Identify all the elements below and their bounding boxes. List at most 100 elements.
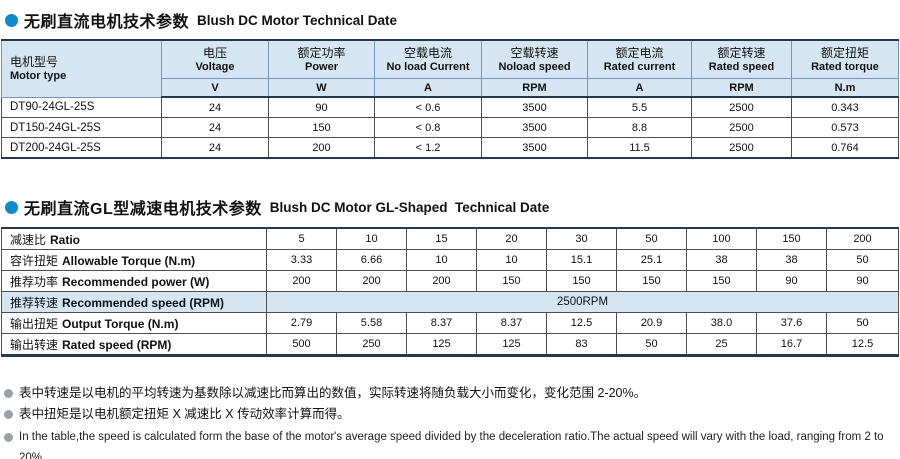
- table2-cell: 8.37: [476, 312, 547, 334]
- gear-motor-table: 减速比 Ratio 5 10 15 20 30 50 100 150 200 容许…: [1, 227, 899, 357]
- table2-cell: 38: [756, 249, 827, 271]
- table2-cell: 8.37: [406, 312, 477, 334]
- table2-cell: 250: [336, 333, 407, 356]
- section1-title: 无刷直流电机技术参数 Blush DC Motor Technical Date: [5, 8, 900, 32]
- row-label-zh: 容许扭矩: [10, 253, 59, 268]
- table2-row-ratio: 减速比 Ratio 5 10 15 20 30 50 100 150 200: [1, 227, 899, 250]
- table1-units-row: V W A RPM A RPM N.m: [2, 78, 899, 98]
- table2-cell: 6.66: [336, 249, 407, 271]
- table2-cell: 83: [546, 333, 617, 356]
- row-label-en: Recommended speed (RPM): [62, 295, 225, 310]
- header-zh-label: 电压: [202, 45, 227, 60]
- table2-cell: 150: [756, 227, 827, 250]
- table2-cell: 20: [476, 227, 547, 250]
- table1-cell: 24: [161, 117, 269, 138]
- table1-cell: 2500: [691, 117, 792, 138]
- row-label-zh: 推荐功率: [10, 274, 59, 289]
- table2-cell: 38: [686, 249, 757, 271]
- header-zh-label: 额定功率: [297, 45, 346, 60]
- table1-cell: 24: [161, 96, 269, 118]
- table1-cell: 150: [268, 117, 375, 138]
- note-bullet-icon: [4, 410, 13, 419]
- header-en-label: Voltage: [195, 60, 235, 73]
- header-cell-power: 额定功率 Power: [268, 39, 375, 79]
- row-label-cell: 输出转速 Rated speed (RPM): [1, 333, 267, 356]
- table2-cell: 125: [406, 333, 477, 356]
- row-label-en: Rated speed (RPM): [62, 337, 172, 352]
- table2-cell: 10: [406, 249, 477, 271]
- footnote: 表中扭矩是以电机额定扭矩 X 减速比 X 传动效率计算而得。: [4, 404, 900, 425]
- table2-cell: 25.1: [616, 249, 687, 271]
- bullet-icon: [5, 200, 18, 214]
- section2-title-en: Blush DC Motor GL-Shaped Technical Date: [269, 199, 550, 215]
- table2-cell: 10: [476, 249, 547, 271]
- section1-title-en: Blush DC Motor Technical Date: [197, 12, 398, 28]
- header-en-label: Rated speed: [708, 60, 775, 73]
- header-zh-label: 空载转速: [510, 45, 559, 60]
- footnote-text: 表中扭矩是以电机额定扭矩 X 减速比 X 传动效率计算而得。: [19, 407, 350, 421]
- header-en-label: Motor type: [10, 69, 67, 82]
- footnote: 表中转速是以电机的平均转速为基数除以减速比而算出的数值，实际转速将随负载大小而变…: [4, 383, 900, 404]
- note-bullet-icon: [4, 389, 13, 398]
- table1-cell: 24: [161, 137, 269, 159]
- table1-cell: 2500: [691, 137, 792, 159]
- table2-row-allowable-torque: 容许扭矩 Allowable Torque (N.m) 3.33 6.66 10 …: [1, 249, 899, 271]
- row-label-zh: 减速比: [10, 232, 47, 247]
- table2-cell: 200: [336, 270, 407, 292]
- table1-cell: 8.8: [587, 117, 692, 138]
- table1-cell: < 1.2: [374, 137, 482, 159]
- motor-type-cell: DT90-24GL-25S: [1, 96, 162, 118]
- table2-row-recommended-speed: 推荐转速 Recommended speed (RPM) 2500RPM: [1, 291, 899, 313]
- table2-row-output-torque: 输出扭矩 Output Torque (N.m) 2.79 5.58 8.37 8…: [1, 312, 899, 334]
- table2-cell: 37.6: [756, 312, 827, 334]
- table1-data-row: DT200-24GL-25S 24 200 < 1.2 3500 11.5 25…: [1, 137, 899, 159]
- table2-cell: 16.7: [756, 333, 827, 356]
- table2-cell: 150: [616, 270, 687, 292]
- footnote-text: 表中转速是以电机的平均转速为基数除以减速比而算出的数值，实际转速将随负载大小而变…: [19, 386, 647, 400]
- table2-cell: 200: [266, 270, 337, 292]
- header-en-label: Power: [304, 60, 338, 73]
- row-label-zh: 输出扭矩: [10, 316, 59, 331]
- table1-cell: < 0.6: [374, 96, 482, 118]
- row-label-cell: 减速比 Ratio: [1, 227, 267, 250]
- table2-cell: 90: [826, 270, 899, 292]
- header-cell-rated-speed: 额定转速 Rated speed: [691, 39, 792, 79]
- section2-title-zh: 无刷直流GL型减速电机技术参数: [24, 201, 262, 218]
- unit-cell: RPM: [481, 78, 588, 98]
- footnote-text: In the table,the speed is calculated for…: [19, 431, 884, 459]
- table1-cell: 0.764: [791, 137, 899, 159]
- header-zh-label: 电机型号: [10, 54, 59, 69]
- table1-cell: 3500: [481, 117, 588, 138]
- table2-cell: 12.5: [826, 333, 899, 356]
- table2-cell: 50: [616, 227, 687, 250]
- section1-title-zh: 无刷直流电机技术参数: [24, 14, 190, 31]
- header-zh-label: 额定转速: [717, 45, 766, 60]
- motor-spec-table: 电机型号 Motor type 电压 Voltage 额定功率 Power 空载…: [1, 39, 899, 159]
- table2-cell: 150: [686, 270, 757, 292]
- row-label-cell: 推荐转速 Recommended speed (RPM): [1, 291, 267, 313]
- table2-cell: 150: [476, 270, 547, 292]
- table2-cell: 200: [826, 227, 899, 250]
- row-label-en: Recommended power (W): [62, 274, 210, 289]
- table1-cell: 0.343: [791, 96, 899, 118]
- header-cell-rated-current: 额定电流 Rated current: [587, 39, 692, 79]
- header-en-label: Rated current: [603, 60, 676, 73]
- table2-row-recommended-power: 推荐功率 Recommended power (W) 200 200 200 15…: [1, 270, 899, 292]
- table2-cell: 50: [826, 249, 899, 271]
- table1-data-row: DT90-24GL-25S 24 90 < 0.6 3500 5.5 2500 …: [1, 96, 899, 118]
- table1-cell: < 0.8: [374, 117, 482, 138]
- table1-cell: 11.5: [587, 137, 692, 159]
- table2-cell: 200: [406, 270, 477, 292]
- table2-cell: 150: [546, 270, 617, 292]
- table2-cell: 20.9: [616, 312, 687, 334]
- motor-type-cell: DT150-24GL-25S: [1, 117, 162, 138]
- table2-cell: 30: [546, 227, 617, 250]
- unit-cell: A: [587, 78, 692, 98]
- header-cell-motor-type: 电机型号 Motor type: [1, 39, 162, 98]
- table2-row-rated-speed: 输出转速 Rated speed (RPM) 500 250 125 125 83…: [1, 333, 899, 356]
- table1-cell: 3500: [481, 137, 588, 159]
- row-label-zh: 推荐转速: [10, 295, 59, 310]
- row-label-cell: 推荐功率 Recommended power (W): [1, 270, 267, 292]
- footnotes: 表中转速是以电机的平均转速为基数除以减速比而算出的数值，实际转速将随负载大小而变…: [4, 383, 900, 459]
- table2-cell: 38.0: [686, 312, 757, 334]
